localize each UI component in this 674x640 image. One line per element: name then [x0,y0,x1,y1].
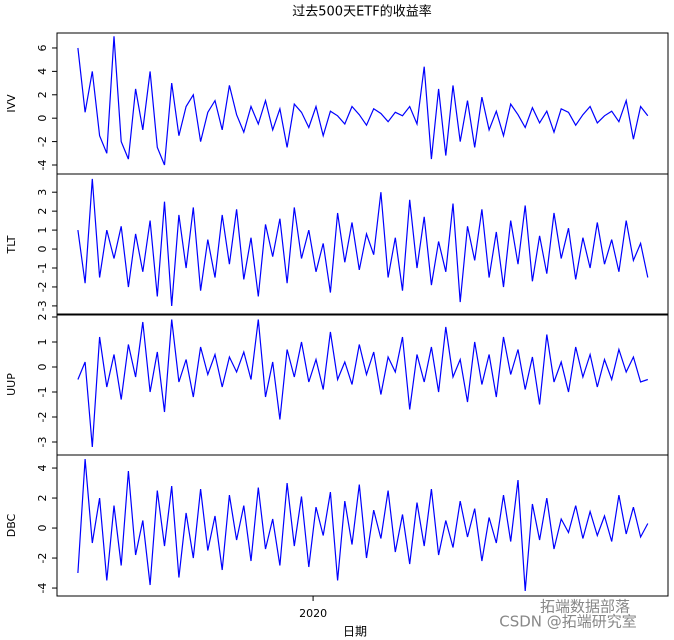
y-axis-label: IVV [5,94,18,113]
line [77,319,648,448]
watermark: CSDN @拓端研究室 [499,613,637,631]
y-tick-label: 1 [36,227,49,234]
y-axis-label: DBC [5,513,18,537]
y-tick-label: -3 [36,437,49,448]
y-tick-label: 6 [36,44,49,51]
y-tick-label: -4 [36,583,49,594]
y-tick-label: 0 [36,364,49,371]
y-tick-label: 4 [36,465,49,472]
y-tick-label: 0 [36,246,49,253]
panel-frame [56,454,669,597]
y-tick-label: -2 [36,281,49,292]
panel-frame [56,173,669,316]
y-tick-label: -2 [36,136,49,147]
watermark: 拓端数据部落 [540,598,630,616]
y-tick-label: -2 [36,553,49,564]
y-tick-label: -4 [36,160,49,171]
y-tick-label: 0 [36,115,49,122]
y-tick-label: -3 [36,300,49,311]
y-tick-label: 2 [36,91,49,98]
line [77,178,649,306]
y-tick-label: 3 [36,189,49,196]
y-tick-label: 2 [36,495,49,502]
x-tick-label: 2020 [299,607,327,620]
y-tick-label: 0 [36,525,49,532]
y-tick-label: -1 [36,263,49,274]
y-tick-label: 2 [36,314,49,321]
y-tick-label: 4 [36,68,49,75]
line [77,459,649,592]
line [77,36,649,166]
chart-title: 过去500天ETF的收益率 [292,4,431,20]
y-tick-label: 1 [36,339,49,346]
y-axis-label: UUP [5,373,18,396]
y-tick-label: -2 [36,412,49,423]
y-tick-label: -1 [36,387,49,398]
panel-frame [56,313,669,456]
x-axis-label: 日期 [343,625,367,639]
y-axis-label: TLT [5,235,18,254]
y-tick-label: 2 [36,208,49,215]
panel-frame [56,32,669,175]
